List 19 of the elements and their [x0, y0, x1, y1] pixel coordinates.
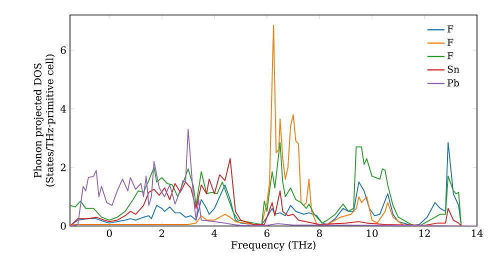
- y-tick-label: 4: [60, 105, 66, 112]
- x-tick-label: 10: [366, 230, 378, 238]
- x-tick-label: 0: [106, 230, 112, 238]
- y-tick-label: 2: [60, 164, 66, 172]
- x-tick-label: 4: [212, 230, 218, 237]
- x-tick-label: 2: [159, 230, 164, 237]
- legend-label: F: [448, 38, 454, 46]
- x-tick-label: 8: [316, 230, 322, 238]
- x-tick-label: 12: [419, 230, 430, 237]
- x-axis-title: Frequency (THz): [231, 240, 316, 251]
- legend-label: F: [448, 52, 454, 60]
- legend-label: Sn: [448, 66, 460, 73]
- x-tick-label: 6: [264, 230, 270, 238]
- y-axis-title: Phonon projected DOS (States/THz·primitive cell): [34, 54, 56, 186]
- y-tick-label: 0: [60, 222, 66, 230]
- y-tick-label: 6: [60, 46, 66, 54]
- legend-label: F: [448, 26, 454, 32]
- legend-label: Pb: [448, 79, 459, 86]
- x-tick-label: 14: [472, 230, 483, 237]
